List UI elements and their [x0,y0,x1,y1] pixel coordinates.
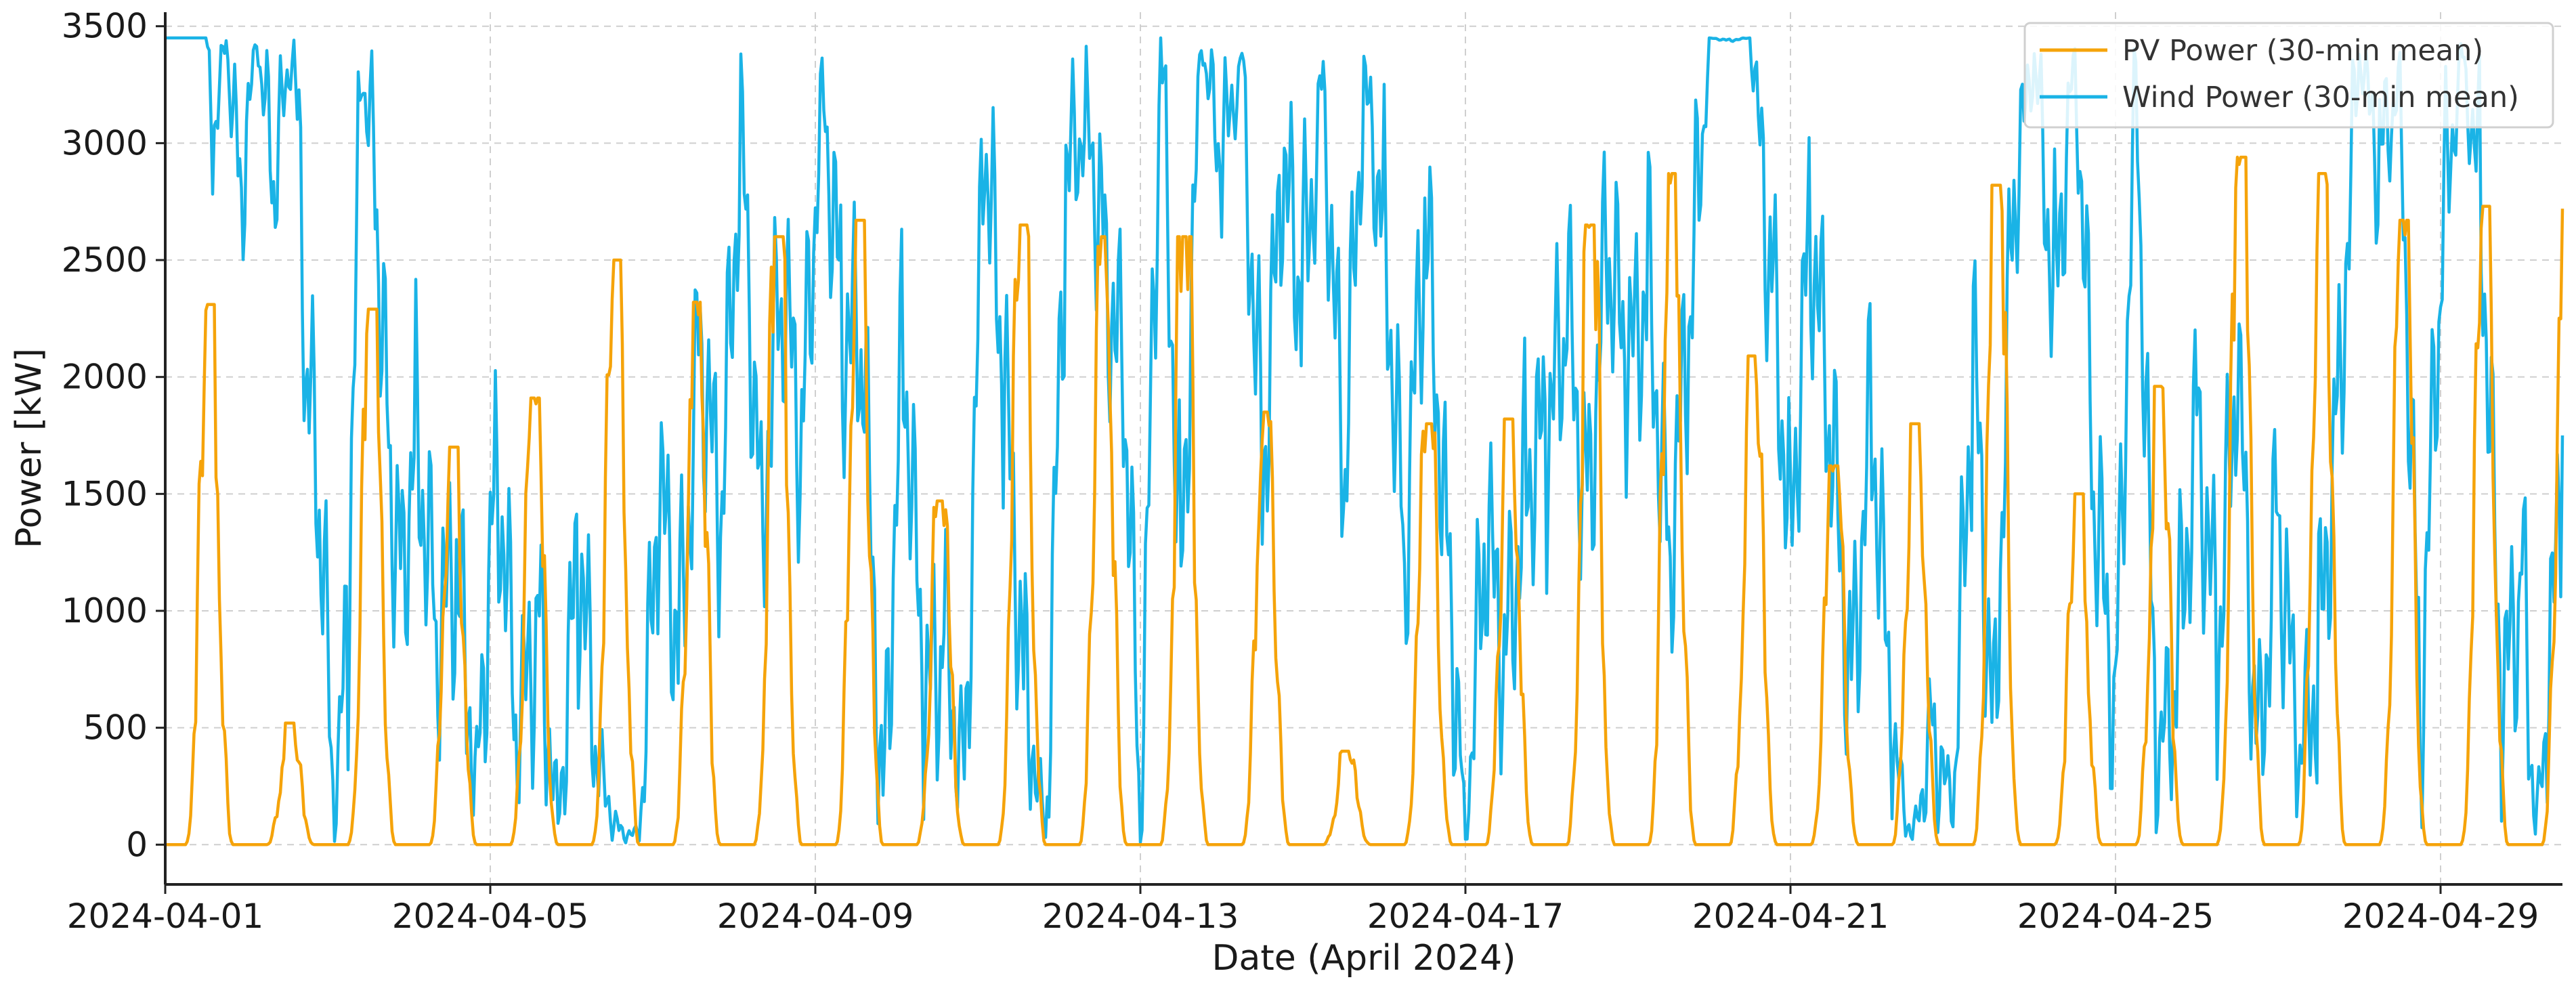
x-tick-label: 2024-04-25 [2017,897,2214,936]
y-tick-label: 2500 [62,240,148,280]
x-tick-label: 2024-04-13 [1042,897,1239,936]
legend: PV Power (30-min mean) Wind Power (30-mi… [2023,22,2554,129]
y-axis-label: Power [kW] [9,348,49,549]
series-layer [165,36,2564,846]
x-tick-label: 2024-04-09 [717,897,914,936]
x-tick-label: 2024-04-29 [2342,897,2539,936]
y-tick-label: 500 [83,708,148,748]
axes [164,12,2562,886]
legend-box [2023,22,2554,129]
x-tick-label: 2024-04-05 [392,897,589,936]
series-line-wind-power [165,36,2564,844]
series-line-pv-power [165,155,2564,846]
y-tick-label: 2000 [62,358,148,397]
y-tick-label: 1000 [62,591,148,630]
y-tick-label: 3500 [62,7,148,46]
legend-label-wind: Wind Power (30-min mean) [2122,81,2519,114]
x-axis-label: Date (April 2024) [1211,938,1516,979]
x-tick-label: 2024-04-17 [1367,897,1564,936]
y-tick-label: 1500 [62,474,148,513]
x-tick-label: 2024-04-01 [67,897,264,936]
axis-ticks: 0 500 1000 1500 2000 2500 3000 3500 2024-04-01 20… [62,7,2539,936]
y-tick-label: 3000 [62,123,148,163]
legend-label-pv: PV Power (30-min mean) [2122,34,2483,68]
x-tick-label: 2024-04-21 [1692,897,1889,936]
y-tick-label: 0 [126,825,148,864]
